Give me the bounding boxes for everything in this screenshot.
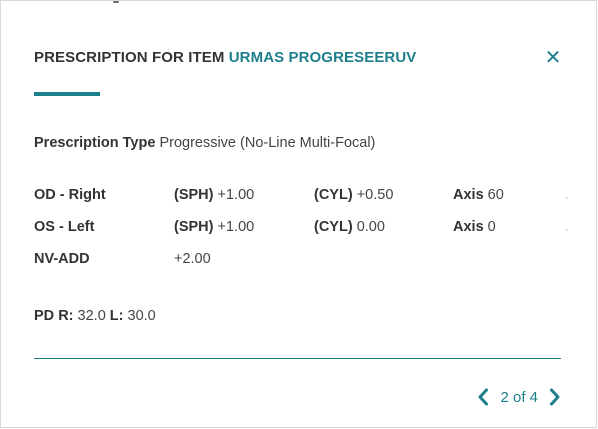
prescription-type: Prescription Type Progressive (No-Line M… — [34, 135, 375, 151]
title-prefix: PRESCRIPTION FOR ITEM — [34, 49, 225, 66]
pupillary-distance: PD R: 32.0 L: 30.0 — [34, 308, 156, 324]
pd-r-value: 32.0 — [77, 308, 106, 324]
sph-value: (SPH) +1.00 — [174, 219, 255, 235]
axis-value: Axis 0 — [453, 219, 496, 235]
next-button[interactable] — [548, 386, 562, 408]
cyl-value: (CYL) +0.50 — [314, 187, 394, 203]
pd-r-label: R: — [58, 308, 74, 324]
previous-button[interactable] — [476, 386, 490, 408]
prescription-type-label: Prescription Type — [34, 135, 156, 151]
footer-divider — [34, 358, 561, 359]
pd-l-label: L: — [109, 308, 124, 324]
title-accent-bar — [34, 92, 100, 96]
modal-header: PRESCRIPTION FOR ITEM URMAS PROGRESEERUV… — [34, 47, 563, 71]
nv-add-value: +2.00 — [174, 251, 211, 267]
background-fragment — [113, 1, 119, 3]
item-name: URMAS PROGRESEERUV — [228, 49, 417, 66]
close-button[interactable]: ✕ — [543, 47, 563, 69]
sph-value: (SPH) +1.00 — [174, 187, 255, 203]
eye-label: OD - Right — [34, 187, 106, 203]
chevron-right-icon — [550, 388, 560, 406]
modal-title: PRESCRIPTION FOR ITEM URMAS PROGRESEERUV — [34, 47, 563, 69]
pd-label: PD — [34, 308, 55, 324]
page-indicator: 2 of 4 — [500, 388, 538, 406]
truncated-column-mark — [565, 229, 568, 231]
pagination: 2 of 4 — [476, 386, 562, 408]
pd-l-value: 30.0 — [127, 308, 156, 324]
prescription-type-value: Progressive (No-Line Multi-Focal) — [159, 135, 376, 151]
eye-label: OS - Left — [34, 219, 95, 235]
close-icon: ✕ — [544, 47, 562, 69]
cyl-value: (CYL) 0.00 — [314, 219, 385, 235]
nv-add-label: NV-ADD — [34, 251, 90, 267]
truncated-column-mark — [565, 197, 568, 199]
chevron-left-icon — [478, 388, 489, 406]
axis-value: Axis 60 — [453, 187, 504, 203]
